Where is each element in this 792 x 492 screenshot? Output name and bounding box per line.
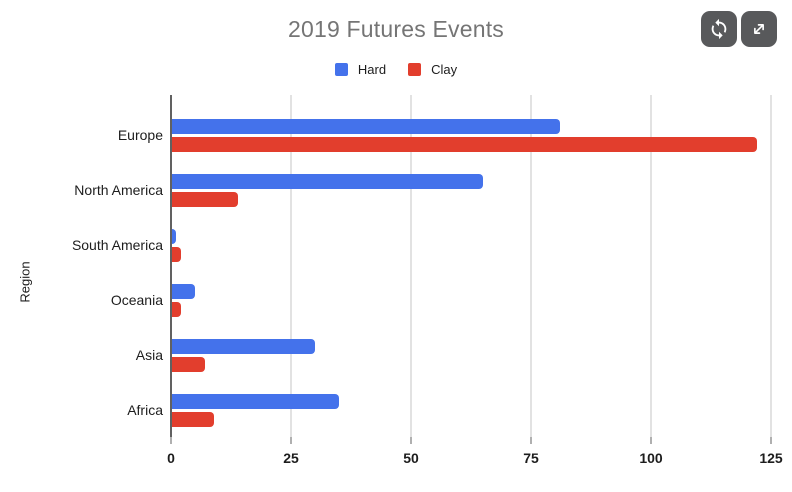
bar-hard-africa[interactable] (171, 393, 339, 409)
bar-group (171, 393, 771, 427)
chart-legend: Hard Clay (0, 62, 792, 77)
bar-group (171, 228, 771, 262)
x-tick-mark (650, 437, 652, 444)
x-tick-label: 125 (759, 450, 783, 466)
legend-item-clay: Clay (408, 62, 457, 77)
legend-swatch-clay (408, 63, 422, 76)
category-label: Africa (127, 402, 163, 418)
legend-label: Hard (357, 62, 387, 77)
bar-clay-europe[interactable] (171, 136, 757, 152)
bar-hard-europe[interactable] (171, 118, 560, 134)
legend-swatch-hard (334, 63, 348, 76)
x-tick-label: 50 (403, 450, 419, 466)
x-tick-mark (410, 437, 412, 444)
category-axis-labels: Europe North America South America Oceania A… (0, 95, 163, 437)
x-tick-mark (530, 437, 532, 444)
bar-group (171, 338, 771, 372)
x-tick-label: 0 (167, 450, 175, 466)
expand-button[interactable] (741, 11, 777, 47)
bar-group (171, 118, 771, 152)
x-tick-mark (170, 437, 172, 444)
gridline (410, 95, 412, 437)
x-tick-mark (290, 437, 292, 444)
bar-clay-asia[interactable] (171, 356, 205, 372)
chart-title: 2019 Futures Events (287, 16, 505, 42)
bar-group (171, 173, 771, 207)
bar-hard-north-america[interactable] (171, 173, 483, 189)
category-label: Oceania (110, 292, 163, 308)
x-axis-baseline (170, 95, 172, 437)
refresh-icon (708, 18, 730, 40)
category-label: Europe (117, 127, 163, 143)
plot-area: 0 25 50 75 100 125 (167, 95, 783, 466)
legend-item-hard: Hard (334, 62, 387, 77)
bar-clay-africa[interactable] (171, 411, 215, 427)
category-label: South America (71, 237, 163, 253)
gridline (770, 95, 772, 437)
bar-clay-north-america[interactable] (171, 191, 239, 207)
category-label: North America (74, 182, 163, 198)
bar-hard-asia[interactable] (171, 338, 315, 354)
bar-clay-south-america[interactable] (171, 246, 181, 262)
x-tick-label: 100 (639, 450, 663, 466)
x-tick-label: 75 (523, 450, 539, 466)
bar-clay-oceania[interactable] (171, 301, 181, 317)
bar-hard-south-america[interactable] (171, 228, 176, 244)
refresh-button[interactable] (701, 11, 737, 47)
expand-icon (748, 18, 770, 40)
x-tick-label: 25 (283, 450, 299, 466)
legend-label: Clay (431, 62, 458, 77)
gridline (290, 95, 292, 437)
bar-hard-oceania[interactable] (171, 283, 195, 299)
gridline (530, 95, 532, 437)
gridline (650, 95, 652, 437)
x-tick-mark (770, 437, 772, 444)
category-label: Asia (135, 347, 163, 363)
bar-group (171, 283, 771, 317)
